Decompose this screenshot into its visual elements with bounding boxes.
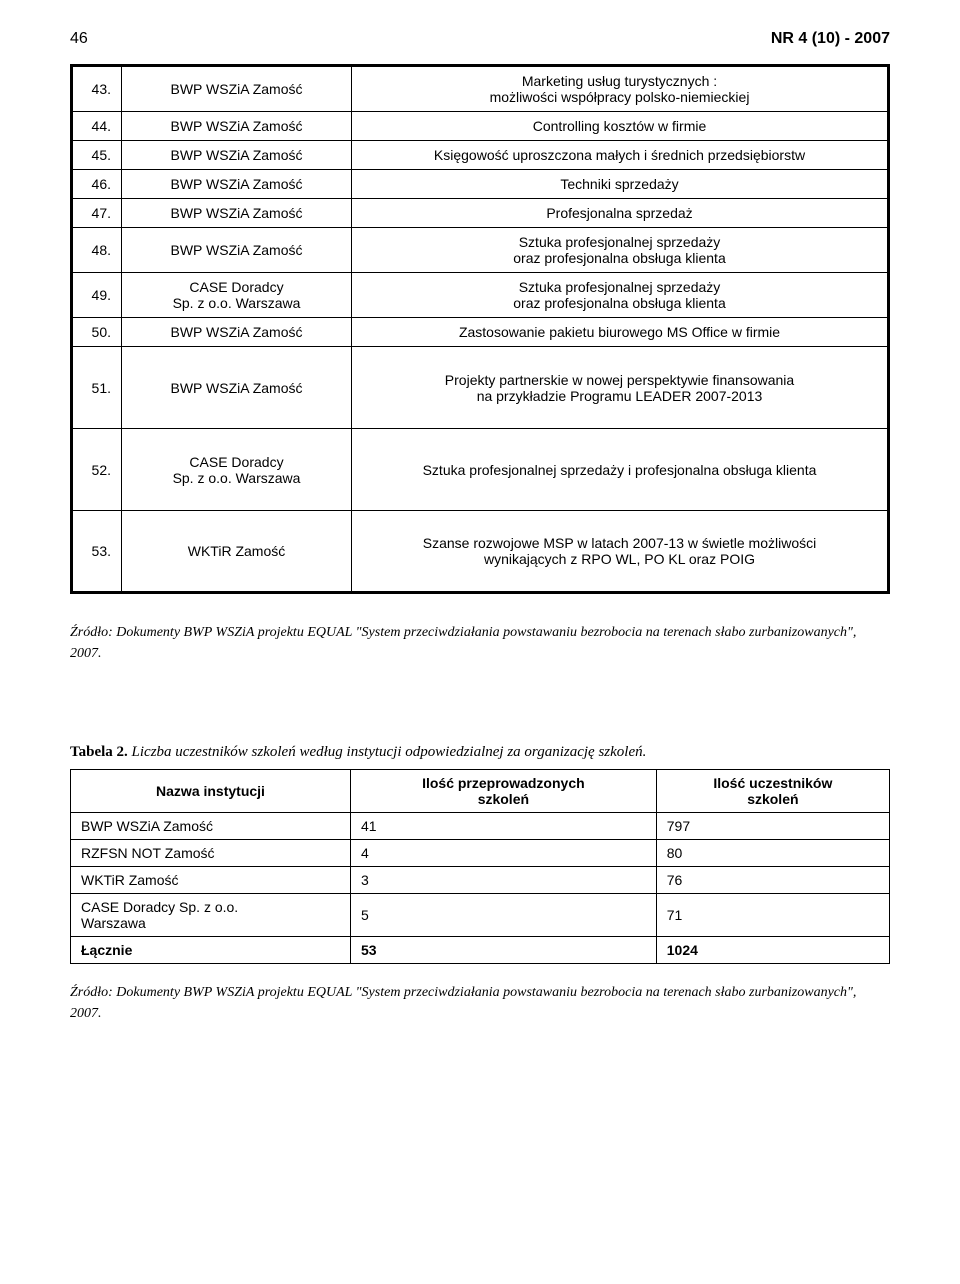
table-row: RZFSN NOT Zamość480	[71, 840, 890, 867]
row-number: 46.	[72, 170, 122, 199]
row-desc: Sztuka profesjonalnej sprzedażyoraz prof…	[352, 228, 889, 273]
row-count: 3	[351, 867, 657, 894]
row-desc: Szanse rozwojowe MSP w latach 2007-13 w …	[352, 511, 889, 593]
table-row: 48.BWP WSZiA ZamośćSztuka profesjonalnej…	[72, 228, 889, 273]
row-org: CASE DoradcySp. z o.o. Warszawa	[122, 273, 352, 318]
row-number: 51.	[72, 347, 122, 429]
table-row: 44.BWP WSZiA ZamośćControlling kosztów w…	[72, 112, 889, 141]
row-desc: Zastosowanie pakietu biurowego MS Office…	[352, 318, 889, 347]
row-number: 48.	[72, 228, 122, 273]
table2-caption-label: Tabela 2.	[70, 744, 128, 760]
total-label: Łącznie	[71, 937, 351, 964]
row-desc: Profesjonalna sprzedaż	[352, 199, 889, 228]
table-row: 49.CASE DoradcySp. z o.o. WarszawaSztuka…	[72, 273, 889, 318]
row-count: 4	[351, 840, 657, 867]
row-number: 49.	[72, 273, 122, 318]
table-row-total: Łącznie531024	[71, 937, 890, 964]
col-header-participants: Ilość uczestnikówszkoleń	[656, 770, 889, 813]
trainings-table: 43.BWP WSZiA ZamośćMarketing usług turys…	[70, 64, 890, 594]
row-org: BWP WSZiA Zamość	[122, 318, 352, 347]
table-row: 43.BWP WSZiA ZamośćMarketing usług turys…	[72, 66, 889, 112]
row-desc: Księgowość uproszczona małych i średnich…	[352, 141, 889, 170]
total-count: 53	[351, 937, 657, 964]
row-label: BWP WSZiA Zamość	[71, 813, 351, 840]
row-participants: 76	[656, 867, 889, 894]
row-number: 53.	[72, 511, 122, 593]
row-org: BWP WSZiA Zamość	[122, 112, 352, 141]
row-org: BWP WSZiA Zamość	[122, 66, 352, 112]
row-desc: Techniki sprzedaży	[352, 170, 889, 199]
row-label: RZFSN NOT Zamość	[71, 840, 351, 867]
table-row: 47.BWP WSZiA ZamośćProfesjonalna sprzeda…	[72, 199, 889, 228]
table-row: BWP WSZiA Zamość41797	[71, 813, 890, 840]
row-org: BWP WSZiA Zamość	[122, 347, 352, 429]
table2-source: Źródło: Dokumenty BWP WSZiA projektu EQU…	[70, 982, 890, 1024]
row-label: CASE Doradcy Sp. z o.o.Warszawa	[71, 894, 351, 937]
row-org: BWP WSZiA Zamość	[122, 228, 352, 273]
table-row: 53.WKTiR ZamośćSzanse rozwojowe MSP w la…	[72, 511, 889, 593]
table-row: CASE Doradcy Sp. z o.o.Warszawa571	[71, 894, 890, 937]
row-number: 44.	[72, 112, 122, 141]
table-row: 45.BWP WSZiA ZamośćKsięgowość uproszczon…	[72, 141, 889, 170]
row-desc: Marketing usług turystycznych :możliwośc…	[352, 66, 889, 112]
table-row: 51.BWP WSZiA ZamośćProjekty partnerskie …	[72, 347, 889, 429]
row-org: BWP WSZiA Zamość	[122, 199, 352, 228]
table2-caption: Tabela 2. Liczba uczestników szkoleń wed…	[70, 744, 890, 761]
table-row: 52.CASE DoradcySp. z o.o. WarszawaSztuka…	[72, 429, 889, 511]
row-desc: Projekty partnerskie w nowej perspektywi…	[352, 347, 889, 429]
row-org: BWP WSZiA Zamość	[122, 141, 352, 170]
row-org: WKTiR Zamość	[122, 511, 352, 593]
row-label: WKTiR Zamość	[71, 867, 351, 894]
row-number: 52.	[72, 429, 122, 511]
row-desc: Controlling kosztów w firmie	[352, 112, 889, 141]
col-header-count: Ilość przeprowadzonychszkoleń	[351, 770, 657, 813]
table2-caption-text: Liczba uczestników szkoleń według instyt…	[128, 744, 647, 760]
col-header-name: Nazwa instytucji	[71, 770, 351, 813]
table-row: WKTiR Zamość376	[71, 867, 890, 894]
row-number: 50.	[72, 318, 122, 347]
table1-source: Źródło: Dokumenty BWP WSZiA projektu EQU…	[70, 622, 890, 664]
table-row: 46.BWP WSZiA ZamośćTechniki sprzedaży	[72, 170, 889, 199]
participants-table: Nazwa instytucjiIlość przeprowadzonychsz…	[70, 769, 890, 964]
row-count: 5	[351, 894, 657, 937]
row-participants: 80	[656, 840, 889, 867]
table-row: 50.BWP WSZiA ZamośćZastosowanie pakietu …	[72, 318, 889, 347]
row-participants: 797	[656, 813, 889, 840]
issue-label: NR 4 (10) - 2007	[771, 30, 890, 48]
page-number: 46	[70, 30, 88, 48]
row-org: CASE DoradcySp. z o.o. Warszawa	[122, 429, 352, 511]
row-participants: 71	[656, 894, 889, 937]
row-count: 41	[351, 813, 657, 840]
row-number: 43.	[72, 66, 122, 112]
row-desc: Sztuka profesjonalnej sprzedażyoraz prof…	[352, 273, 889, 318]
row-number: 47.	[72, 199, 122, 228]
row-org: BWP WSZiA Zamość	[122, 170, 352, 199]
total-participants: 1024	[656, 937, 889, 964]
page-header: 46 NR 4 (10) - 2007	[70, 30, 890, 48]
row-desc: Sztuka profesjonalnej sprzedaży i profes…	[352, 429, 889, 511]
row-number: 45.	[72, 141, 122, 170]
